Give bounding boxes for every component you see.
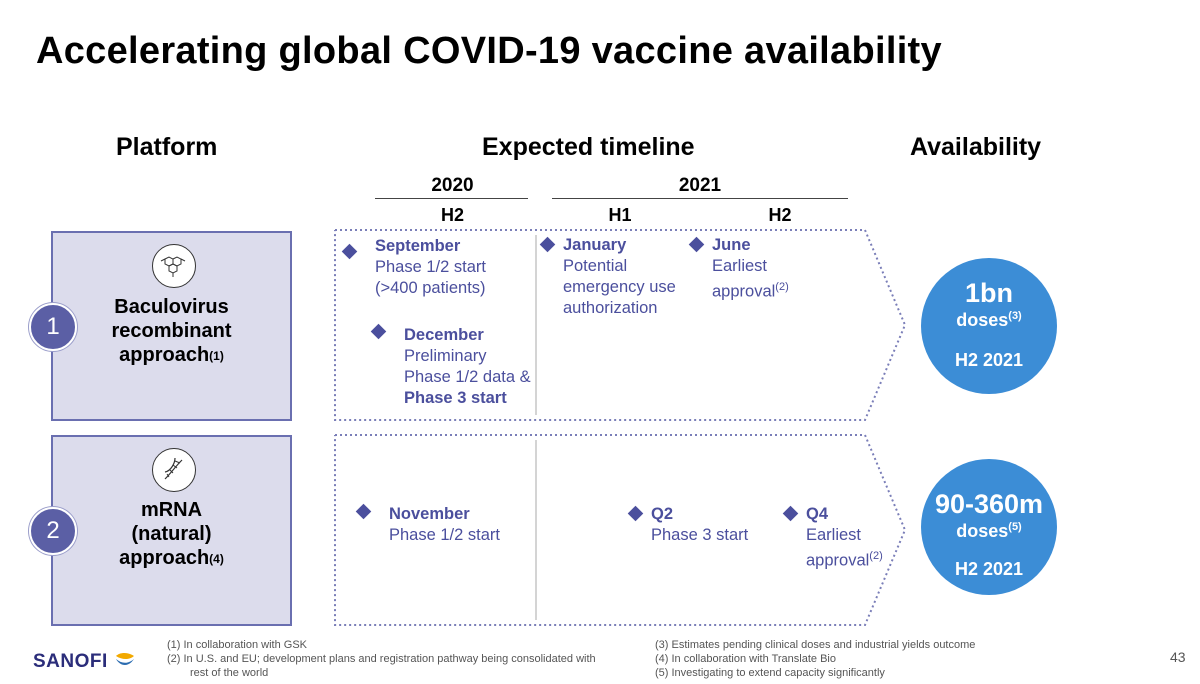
event-december-l3: Phase 3 start (404, 389, 507, 407)
event-q4: Q4 Earliest approval(2) (806, 504, 883, 572)
availability-circle-2: 90-360m doses(5) H2 2021 (921, 459, 1057, 595)
logo-text: SANOFI (33, 651, 108, 672)
footnotes-right: (3) Estimates pending clinical doses and… (655, 638, 975, 680)
availability-header: Availability (910, 133, 1042, 161)
footnote-5: (5) Investigating to extend capacity sig… (655, 667, 885, 679)
year-2021-rule (552, 198, 848, 199)
footnote-4: (4) In collaboration with Translate Bio (655, 653, 836, 665)
event-january: January Potential emergency use authoriz… (563, 235, 676, 319)
platform-number-1: 1 (29, 303, 77, 351)
event-december-l1: Preliminary (404, 347, 487, 365)
platform-2-line1: mRNA (140, 499, 203, 521)
footnote-2: (2) In U.S. and EU; development plans an… (167, 653, 596, 665)
event-june-ref: (2) (775, 281, 789, 293)
event-q2: Q2 Phase 3 start (651, 504, 748, 546)
event-june-l2: approval (712, 282, 776, 301)
dna-icon (152, 448, 196, 492)
page-title: Accelerating global COVID-19 vaccine ava… (36, 30, 942, 72)
timeline-arrow-1 (334, 229, 907, 421)
footnote-3: (3) Estimates pending clinical doses and… (655, 639, 976, 651)
page-number: 43 (1170, 649, 1186, 665)
event-december-head: December (404, 326, 484, 344)
event-september-l2: (>400 patients) (375, 279, 486, 297)
event-december-l2: Phase 1/2 data & (404, 368, 531, 386)
half-h1-2021: H1 (608, 205, 632, 225)
availability-1-ref: (3) (1008, 310, 1022, 322)
event-september: September Phase 1/2 start (>400 patients… (375, 236, 486, 299)
event-january-l2: emergency use (563, 278, 676, 296)
availability-2-amount: 90-360m (934, 489, 1044, 519)
year-2020: 2020 (431, 175, 474, 196)
timeline-arrow-2 (334, 434, 907, 626)
footnotes-left: (1) In collaboration with GSK (2) In U.S… (167, 638, 596, 680)
availability-1-when: H2 2021 (954, 350, 1024, 370)
event-january-head: January (563, 236, 627, 254)
half-h2-2021: H2 (768, 205, 792, 225)
platform-1-line1: Baculovirus (114, 296, 229, 318)
availability-2-when: H2 2021 (954, 559, 1024, 579)
event-january-l3: authorization (563, 299, 658, 317)
event-june: June Earliest approval(2) (712, 235, 789, 303)
platform-label-1: Baculovirus recombinant approach(1) (51, 295, 292, 367)
event-november-head: November (389, 505, 470, 523)
timeline-arrows (334, 229, 907, 626)
event-q4-ref: (2) (869, 550, 883, 562)
molecule-icon (152, 244, 196, 288)
platform-2-line2: (natural) (131, 523, 212, 545)
event-january-l1: Potential (563, 257, 628, 275)
event-q4-l1: Earliest (806, 526, 862, 544)
event-november: November Phase 1/2 start (389, 504, 500, 546)
event-q4-l2: approval (806, 551, 870, 570)
platform-header: Platform (116, 133, 218, 161)
half-h2-2020: H2 (440, 205, 464, 225)
footnote-1: (1) In collaboration with GSK (167, 639, 308, 651)
platform-2-ref: (4) (209, 552, 224, 566)
year-2020-rule (375, 198, 528, 199)
sanofi-logo: SANOFI (33, 650, 136, 673)
event-june-head: June (712, 236, 751, 254)
event-q2-l1: Phase 3 start (651, 526, 749, 544)
platform-1-line3: approach (119, 344, 210, 366)
event-december: December Preliminary Phase 1/2 data & Ph… (404, 325, 531, 409)
event-september-head: September (375, 237, 461, 255)
availability-2-ref: (5) (1008, 521, 1022, 533)
platform-label-2: mRNA (natural) approach(4) (51, 498, 292, 570)
footnote-2-cont: rest of the world (190, 667, 269, 679)
platform-1-ref: (1) (209, 349, 224, 363)
availability-1-unit: doses (956, 310, 1009, 330)
event-november-l1: Phase 1/2 start (389, 526, 500, 544)
logo-mark-icon (115, 653, 134, 666)
platform-number-2: 2 (29, 507, 77, 555)
event-september-l1: Phase 1/2 start (375, 258, 486, 276)
platform-1-line2: recombinant (111, 320, 232, 342)
availability-circle-1: 1bn doses(3) H2 2021 (921, 258, 1057, 394)
platform-2-line3: approach (119, 547, 210, 569)
timeline-header: Expected timeline (482, 133, 695, 161)
event-q4-head: Q4 (806, 505, 829, 523)
event-q2-head: Q2 (651, 505, 674, 523)
event-june-l1: Earliest (712, 257, 768, 275)
availability-1-amount: 1bn (964, 278, 1013, 308)
availability-2-unit: doses (956, 521, 1009, 541)
year-2021: 2021 (678, 175, 722, 196)
